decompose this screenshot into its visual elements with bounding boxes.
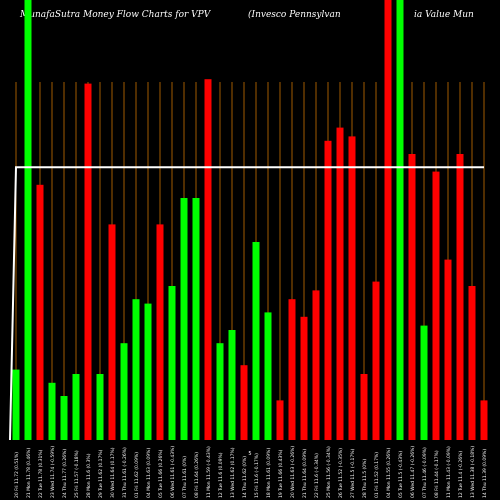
x-tick-label: 08 Fri 11.64 (0.26%) (194, 452, 200, 498)
bar (348, 136, 356, 440)
bar (312, 290, 320, 440)
x-tick-label: 01 Fri 11.52 (0.17%) (374, 452, 380, 498)
x-tick-label: 28 Thu 11.5 (0%) (362, 459, 368, 498)
x-tick-label: 12 Tue 11.6 (0.09%) (218, 452, 224, 498)
bar (192, 198, 200, 440)
bar (372, 281, 380, 440)
x-tick-label: 07 Thu 11.61 (0%) (182, 456, 188, 498)
x-tick-label: 29 Tue 11.62 (0.17%) (98, 449, 104, 498)
bar (240, 365, 248, 440)
x-tick-label: 01 Fri 11.62 (0.09%) (134, 452, 140, 498)
bar (456, 154, 464, 440)
x-tick-label: 25 Mon 11.56 (-0.34%) (326, 446, 332, 498)
bar (252, 242, 260, 440)
x-tick-label: 13 Wed 11.38 (-0.18%) (470, 446, 476, 498)
bar (72, 374, 80, 440)
bar (360, 374, 368, 440)
x-tick-label: 22 Fri 11.6 (-0.34%) (314, 453, 320, 498)
bar (420, 325, 428, 440)
bar (288, 299, 296, 440)
x-tick-label: 23 Wed 11.74 (-0.59%) (50, 446, 56, 498)
x-tick-label: 25 Fri 11.57 (-0.18%) (74, 450, 80, 498)
x-tick-label: 19 Tue 11.66 (0.43%) (278, 449, 284, 498)
chart-title-left: MunafaSutra Money Flow Charts for VPV (20, 10, 211, 20)
x-tick-label: 12 Tue 11.4 (-0.26%) (458, 451, 464, 498)
x-tick-label: 22 Tue 11.78 (0.31%) (38, 449, 44, 498)
chart-title-right: ia Value Mun (414, 10, 474, 20)
bar (120, 343, 128, 440)
bar (108, 224, 116, 440)
x-tick-label: 21 Mon 11.78 (0.46%) (26, 448, 32, 498)
bar (60, 396, 68, 440)
x-tick-label: 21 Thu 11.64 (0.09%) (302, 449, 308, 498)
bar (432, 171, 440, 440)
x-tick-label: 24 Thu 11.77 (0.26%) (62, 449, 68, 498)
bar (36, 184, 44, 440)
x-tick-label: 20 Wed 11.63 (-0.26%) (290, 446, 296, 498)
bar (228, 330, 236, 440)
x-tick-label: 11 Mon 11.43 (-0.09%) (446, 446, 452, 498)
x-tick-label: 08 Fri 11.44 (-0.17%) (434, 450, 440, 498)
bar (336, 127, 344, 440)
bar (276, 400, 284, 440)
bar (324, 140, 332, 441)
bar (168, 286, 176, 440)
x-tick-label: 15 Fri 11.6 (-0.17%) (254, 453, 260, 498)
x-tick-label: 13 Wed 11.62 (0.17%) (230, 447, 236, 498)
x-tick-label: 27 Wed 11.5 (-0.17%) (350, 448, 356, 498)
bar (180, 198, 188, 440)
bar (444, 259, 452, 440)
money-flow-line (9, 166, 484, 441)
bar (132, 299, 140, 440)
x-tick-label: 26 Tue 11.52 (-0.35%) (338, 448, 344, 498)
x-tick-label: 18 Mon 11.61 (0.09%) (266, 448, 272, 498)
bar (96, 374, 104, 440)
bar (12, 369, 20, 440)
x-tick-label: 31 Thu 11.61 (-0.26%) (122, 447, 128, 498)
bar (384, 0, 392, 440)
bar (24, 0, 32, 440)
x-tick-label: 14 Thu 11.62 (0%) (242, 456, 248, 498)
bar (204, 79, 212, 440)
x-tick-label: 04 Mon 11.55 (0.26%) (386, 448, 392, 498)
bar (264, 312, 272, 440)
x-tick-label: 14 Thu 11.39 (0.09%) (482, 449, 488, 498)
x-tick-label: 06 Wed 11.47 (-0.26%) (410, 446, 416, 498)
bar (480, 400, 488, 440)
bar (48, 382, 56, 440)
x-tick-label: 04 Mon 11.63 (0.09%) (146, 448, 152, 498)
x-tick-label: 05 Tue 11.66 (0.26%) (158, 449, 164, 498)
x-tick-label: 20 Fri 11.72 (0.51%) (14, 452, 20, 498)
chart-title-middle: (Invesco Pennsylvan (248, 10, 341, 20)
bar (408, 154, 416, 440)
bar (156, 224, 164, 440)
bar (300, 316, 308, 440)
x-tick-label: 30 Wed 11.64 (0.17%) (110, 447, 116, 498)
bar (396, 0, 404, 440)
bar (468, 286, 476, 440)
bar (216, 343, 224, 440)
bar (144, 303, 152, 440)
x-tick-label: 11 Mon 11.59 (-0.43%) (206, 446, 212, 498)
x-tick-label: 07 Thu 11.46 (-0.09%) (422, 447, 428, 498)
x-axis-marker: 5 (248, 451, 251, 457)
x-tick-label: 28 Mon 11.6 (0.3%) (86, 453, 92, 498)
bar (84, 83, 92, 440)
x-tick-label: 06 Wed 11.61 (-0.43%) (170, 446, 176, 498)
x-tick-label: 05 Tue 11.5 (-0.43%) (398, 451, 404, 498)
